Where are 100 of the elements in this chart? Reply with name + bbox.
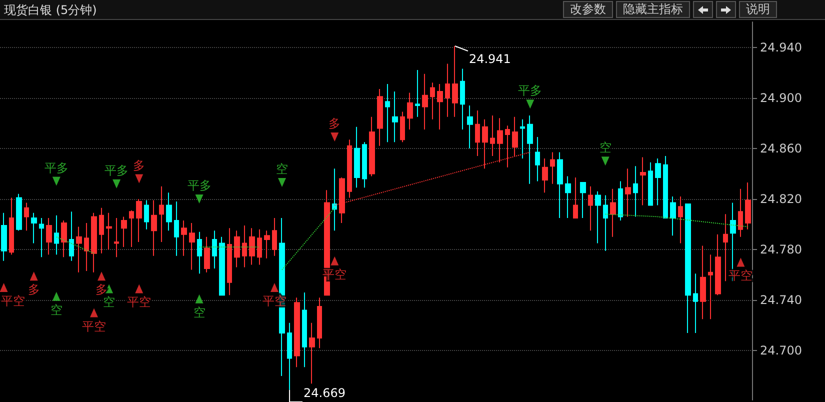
point	[278, 178, 286, 188]
candlestick	[655, 158, 661, 206]
candlestick	[144, 200, 149, 230]
candlestick	[460, 68, 465, 130]
candlestick	[723, 214, 728, 282]
data-label: 平多	[44, 160, 68, 175]
candlestick	[603, 194, 608, 252]
candlestick	[106, 212, 112, 250]
point	[330, 132, 339, 142]
data-label: 平多	[518, 84, 542, 98]
candlestick	[39, 217, 44, 258]
candlestick	[527, 115, 533, 184]
candlestick	[159, 186, 164, 242]
candlestick	[257, 228, 262, 266]
candlestick	[136, 198, 142, 242]
candlestick	[212, 230, 217, 270]
data-label: 平多	[104, 163, 129, 178]
candlestick	[520, 118, 525, 160]
data-label: 平多	[187, 178, 212, 192]
candlestick	[347, 139, 352, 198]
candlestick	[189, 222, 195, 270]
candlestick	[114, 217, 119, 258]
candlestick	[9, 197, 14, 256]
point	[90, 308, 98, 318]
data-label: 平空	[1, 294, 25, 308]
candlestick	[588, 186, 593, 232]
candlestick	[407, 92, 413, 130]
point	[30, 272, 38, 281]
data-label: 空	[193, 305, 206, 320]
point	[195, 294, 204, 304]
candlestick	[633, 166, 638, 218]
candlestick	[467, 104, 473, 149]
point	[98, 272, 106, 281]
text: 说明	[739, 1, 777, 18]
candlestick	[272, 217, 277, 256]
candlestick	[708, 254, 713, 320]
data-label: 空	[276, 162, 288, 176]
candlestick	[302, 292, 307, 368]
candlestick	[392, 91, 398, 143]
candlestick	[181, 220, 187, 256]
candlestick	[129, 210, 134, 248]
candlestick	[369, 116, 375, 177]
candlestick	[61, 220, 67, 258]
candlestick	[595, 190, 601, 244]
candlestick	[625, 168, 631, 218]
candlestick	[197, 231, 202, 274]
candlestick	[618, 180, 623, 221]
data-label: 平空	[82, 319, 106, 334]
candlestick	[166, 192, 172, 232]
data-label: 空	[599, 140, 612, 155]
candlestick	[400, 111, 405, 143]
point	[135, 174, 144, 184]
candlestick	[69, 211, 74, 262]
candlestick	[385, 83, 390, 143]
y-tick-label: 24.700	[760, 344, 802, 358]
point	[195, 194, 204, 204]
candlestick	[430, 82, 435, 120]
point	[601, 156, 610, 166]
text: 24.941	[468, 52, 511, 66]
candlestick	[738, 188, 743, 238]
candlestick	[542, 158, 548, 194]
candlestick	[362, 142, 367, 188]
candlestick	[573, 177, 578, 218]
candlestick	[693, 273, 698, 334]
candlestick	[685, 204, 691, 334]
candlestick	[227, 228, 232, 296]
data-label: 空	[103, 295, 116, 310]
candlestick	[475, 110, 480, 157]
y-tick-label: 24.820	[760, 192, 802, 206]
point	[112, 179, 121, 188]
candlestick	[415, 70, 420, 118]
candlestick	[16, 193, 22, 232]
candlestick	[309, 322, 315, 384]
candlestick	[234, 230, 240, 268]
data-label: 空	[50, 302, 62, 317]
point	[736, 258, 745, 267]
candlestick	[490, 115, 495, 157]
data-label: 多	[328, 116, 341, 131]
candlestick	[535, 136, 540, 182]
candlestick	[700, 245, 706, 320]
data-label: 多	[96, 282, 108, 297]
candlestick	[1, 212, 7, 262]
candlestick	[287, 322, 292, 390]
candlestick	[54, 214, 59, 256]
candlestick	[452, 46, 458, 118]
candlestick	[249, 228, 255, 266]
candlestick	[640, 156, 646, 206]
y-tick-label: 24.900	[760, 90, 802, 105]
point	[52, 292, 60, 301]
candlestick	[610, 188, 616, 238]
candlestick	[445, 63, 450, 118]
candlestick	[648, 162, 653, 206]
candlestick	[242, 225, 247, 268]
candlestick	[670, 196, 676, 236]
candlestick	[557, 152, 563, 218]
chart-title: 现货白银 (5分钟)	[4, 2, 97, 18]
point	[270, 282, 278, 292]
candlestick	[76, 226, 82, 273]
y-tick-label: 24.780	[760, 242, 802, 257]
data-label: 多	[28, 282, 40, 297]
